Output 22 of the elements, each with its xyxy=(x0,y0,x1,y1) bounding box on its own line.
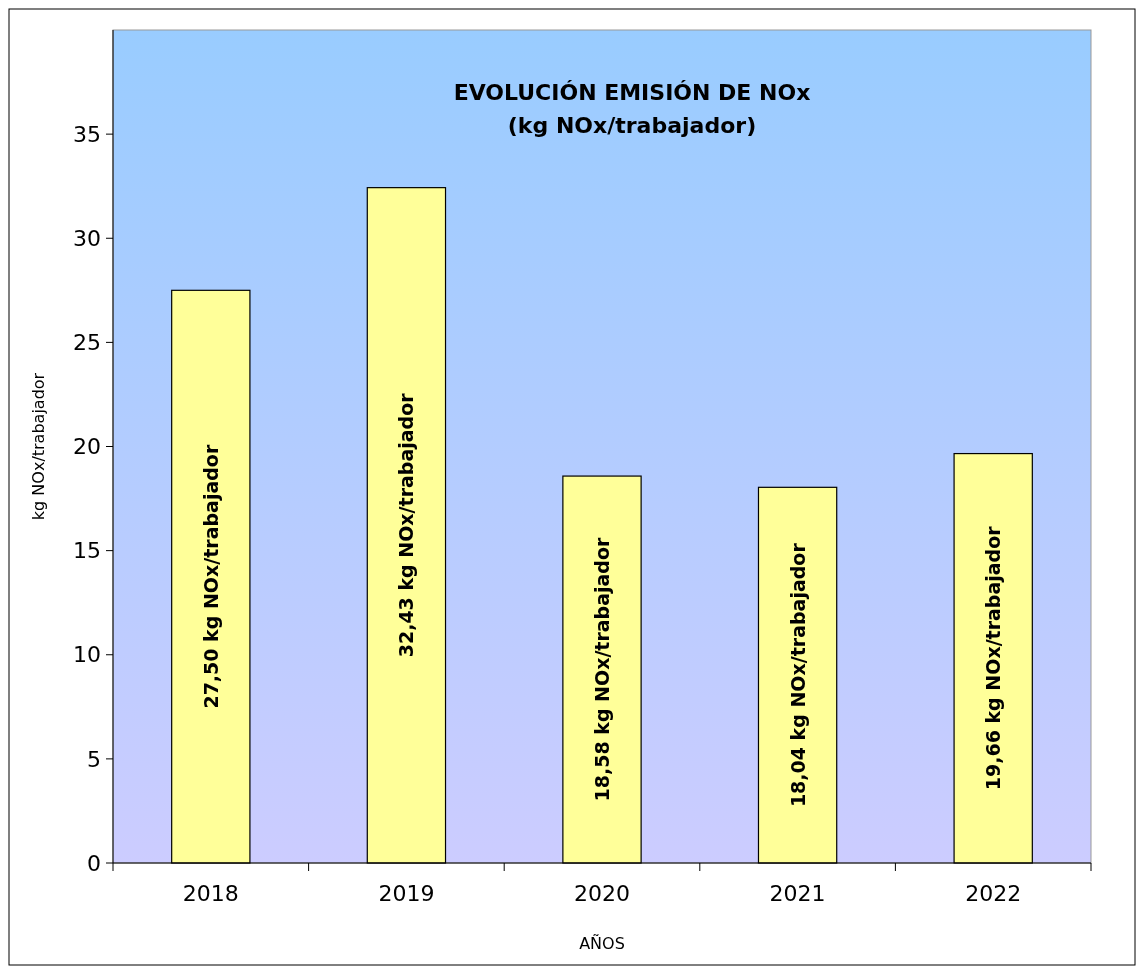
y-axis-title: kg NOx/trabajador xyxy=(29,372,48,521)
data-label: 18,58 kg NOx/trabajador xyxy=(591,536,613,802)
x-tick-label: 2018 xyxy=(182,881,239,906)
y-tick-label: 20 xyxy=(73,434,101,460)
text: (kg NOx/trabajador) xyxy=(507,113,757,138)
text: EVOLUCIÓN EMISIÓN DE NOx xyxy=(453,80,811,105)
y-tick-label: 30 xyxy=(73,225,101,251)
data-label: 32,43 kg NOx/trabajador xyxy=(395,392,418,658)
data-label: 18,04 kg NOx/trabajador xyxy=(786,542,809,808)
x-tick-label: 2019 xyxy=(378,881,435,906)
data-label: 27,50 kg NOx/trabajador xyxy=(199,444,222,709)
y-tick-label: 5 xyxy=(87,746,101,772)
y-tick-label: 25 xyxy=(73,330,101,356)
y-tick-label: 35 xyxy=(73,121,101,147)
data-label: 19,66 kg NOx/trabajador xyxy=(982,525,1005,791)
x-tick-label: 2022 xyxy=(965,881,1022,906)
x-tick-label: 2020 xyxy=(574,881,630,906)
x-tick-label: 2021 xyxy=(769,881,826,906)
x-axis-title: AÑOS xyxy=(579,934,625,953)
y-tick-label: 0 xyxy=(87,850,101,876)
y-tick-label: 10 xyxy=(73,642,101,668)
y-tick-label: 15 xyxy=(73,538,101,564)
